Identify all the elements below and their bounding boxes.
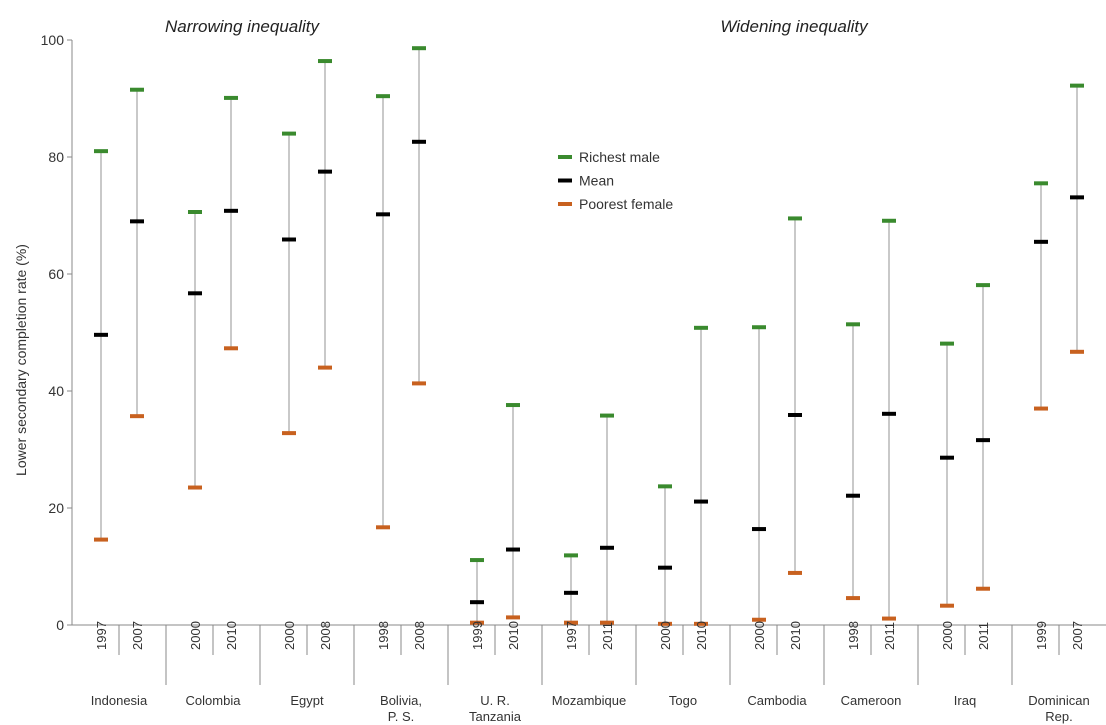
country-label: U. R.	[480, 693, 510, 708]
year-label: 2007	[1070, 621, 1085, 650]
year-label: 2010	[694, 621, 709, 650]
year-label: 1997	[94, 621, 109, 650]
year-label: 2000	[658, 621, 673, 650]
country-label: Cameroon	[841, 693, 902, 708]
year-label: 2008	[318, 621, 333, 650]
year-label: 2000	[940, 621, 955, 650]
year-label: 2010	[788, 621, 803, 650]
year-label: 2008	[412, 621, 427, 650]
year-label: 2000	[752, 621, 767, 650]
country-label: Cambodia	[747, 693, 807, 708]
year-label: 2011	[600, 622, 615, 650]
section-title-widening: Widening inequality	[720, 17, 869, 36]
year-label: 2000	[282, 621, 297, 650]
year-label: 1997	[564, 621, 579, 650]
y-tick-label: 20	[48, 500, 64, 516]
country-label: P. S.	[388, 709, 415, 724]
country-label: Togo	[669, 693, 697, 708]
country-label: Egypt	[290, 693, 324, 708]
legend-label-richest: Richest male	[579, 149, 660, 165]
data-marks	[94, 46, 1084, 626]
x-axis-labels: 1997 2007 Indonesia 2000 2010 Colombia 2000 200…	[91, 621, 1090, 724]
country-label: Bolivia,	[380, 693, 422, 708]
country-label: Tanzania	[469, 709, 522, 724]
year-label: 2010	[224, 621, 239, 650]
year-label: 2000	[188, 621, 203, 650]
y-axis-title: Lower secondary completion rate (%)	[13, 244, 29, 476]
year-label: 2011	[882, 622, 897, 650]
country-label: Colombia	[186, 693, 242, 708]
year-label: 1998	[376, 621, 391, 650]
legend-label-poorest: Poorest female	[579, 196, 673, 212]
y-tick-label: 0	[56, 617, 64, 633]
country-label: Iraq	[954, 693, 976, 708]
country-label: Dominican	[1028, 693, 1089, 708]
year-label: 2010	[506, 621, 521, 650]
year-label: 2011	[976, 622, 991, 650]
year-label: 2007	[130, 621, 145, 650]
y-tick-label: 80	[48, 149, 64, 165]
section-title-narrowing: Narrowing inequality	[165, 17, 321, 36]
y-tick-label: 60	[48, 266, 64, 282]
range-lines	[100, 48, 1078, 624]
legend-label-mean: Mean	[579, 173, 614, 189]
country-label: Rep.	[1045, 709, 1072, 724]
year-label: 1999	[470, 621, 485, 650]
y-tick-label: 40	[48, 383, 64, 399]
country-label: Mozambique	[552, 693, 626, 708]
axes: 0 20 40 60 80 100	[41, 32, 1106, 685]
legend: Richest male Mean Poorest female	[558, 149, 673, 212]
y-tick-label: 100	[41, 32, 65, 48]
year-label: 1999	[1034, 621, 1049, 650]
country-label: Indonesia	[91, 693, 148, 708]
year-label: 1998	[846, 621, 861, 650]
